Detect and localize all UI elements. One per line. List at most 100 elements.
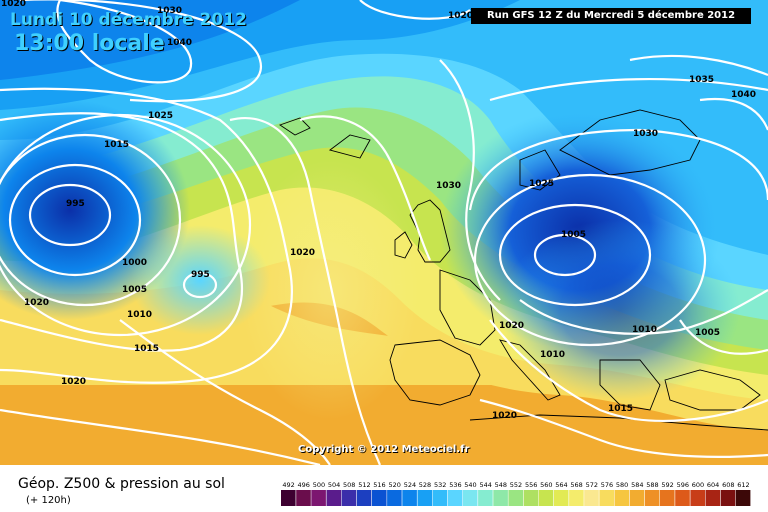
scale-swatch [553,490,569,506]
isobar-label: 1015 [608,404,633,414]
isobar-label: 1010 [632,325,657,335]
scale-label: 572 [586,481,598,489]
scale-swatch [326,490,342,506]
isobar-label: 1010 [540,350,565,360]
color-scale: 492 496 500 504 508 512 516 520 524 528 532 536 540 5… [281,481,751,506]
forecast-time: 13:00 locale [14,31,165,56]
isobar-label: 1015 [104,140,129,150]
scale-swatch [675,490,690,506]
scale-swatch [720,490,736,506]
scale-label: 524 [404,481,416,489]
scale-swatch [341,490,357,506]
isobar-label: 1010 [127,310,152,320]
geopotential-map: 1020 1030 1040 1025 1015 995 1000 1005 1… [0,0,768,465]
scale-label: 600 [692,481,704,489]
scale-swatch [569,490,584,506]
isobar-label: 995 [66,199,85,209]
scale-swatch [523,490,539,506]
coastlines [278,109,768,431]
scale-label: 564 [555,481,567,489]
scale-label: 516 [373,481,385,489]
scale-label: 540 [464,481,476,489]
scale-label: 584 [631,481,643,489]
isobar-label: 1015 [134,344,159,354]
isobar-label: 1005 [695,328,720,338]
scale-label: 552 [510,481,522,489]
scale-swatch [705,490,721,506]
isobar-label: 1030 [633,129,658,139]
scale-label: 504 [328,481,340,489]
scale-label: 592 [661,481,673,489]
scale-swatch [311,490,326,506]
scale-label: 520 [388,481,400,489]
scale-swatch [690,490,705,506]
isobar-label: 1020 [1,0,26,9]
isobar-label: 1005 [122,285,147,295]
isobar-label: 1040 [731,90,756,100]
isobar-label: 1000 [122,258,147,268]
scale-label: 596 [677,481,689,489]
scale-label: 492 [282,481,294,489]
scale-swatch [296,490,311,506]
scale-swatch [735,490,751,506]
isobar-label: 1040 [167,38,192,48]
scale-label: 568 [570,481,582,489]
scale-swatch [599,490,614,506]
scale-swatch [356,490,372,506]
scale-swatch [614,490,630,506]
scale-swatch [644,490,660,506]
scale-swatch [281,490,296,506]
forecast-date: Lundi 10 décembre 2012 [10,10,247,30]
scale-label: 580 [616,481,628,489]
scale-swatch [584,490,599,506]
scale-label: 536 [449,481,461,489]
scale-label: 588 [646,481,658,489]
chart-title: Géop. Z500 & pression au sol [18,476,225,492]
isobar-label: 1020 [448,11,473,21]
scale-label: 576 [601,481,613,489]
scale-swatch [538,490,554,506]
scale-label: 512 [358,481,370,489]
isobar-label: 1030 [157,6,182,16]
isobar-label: 1020 [499,321,524,331]
copyright: Copyright © 2012 Meteociel.fr [298,444,470,455]
isobar-label: 995 [191,270,210,280]
scale-swatch [432,490,448,506]
scale-swatch [478,490,493,506]
isobar-label: 1020 [61,377,86,387]
scale-swatch [493,490,508,506]
isobar-label: 1020 [492,411,517,421]
isobar-label: 1030 [436,181,461,191]
scale-label: 508 [343,481,355,489]
forecast-range: (+ 120h) [26,495,71,506]
scale-label: 548 [495,481,507,489]
isobar-label: 1025 [148,111,173,121]
isobar-label: 1035 [689,75,714,85]
scale-label: 556 [525,481,537,489]
scale-label: 604 [707,481,719,489]
scale-label: 496 [297,481,309,489]
scale-label: 500 [313,481,325,489]
isobars [0,0,768,465]
scale-label: 528 [419,481,431,489]
scale-label: 612 [737,481,749,489]
isobar-label: 1025 [529,179,554,189]
scale-label: 608 [722,481,734,489]
scale-swatch [417,490,433,506]
isobar-label: 1020 [290,248,315,258]
scale-swatch [387,490,402,506]
scale-swatch [402,490,417,506]
scale-swatch [462,490,478,506]
run-info: Run GFS 12 Z du Mercredi 5 décembre 2012 [471,8,751,24]
scale-label: 532 [434,481,446,489]
isobar-labels: 1020 1030 1040 1025 1015 995 1000 1005 1… [1,0,756,421]
chart-footer: Géop. Z500 & pression au sol (+ 120h) 49… [0,465,768,512]
scale-swatch [508,490,523,506]
scale-label: 560 [540,481,552,489]
scale-swatch [629,490,645,506]
scale-swatch [660,490,675,506]
scale-swatch [447,490,463,506]
scale-swatch [372,490,387,506]
isobar-label: 1020 [24,298,49,308]
